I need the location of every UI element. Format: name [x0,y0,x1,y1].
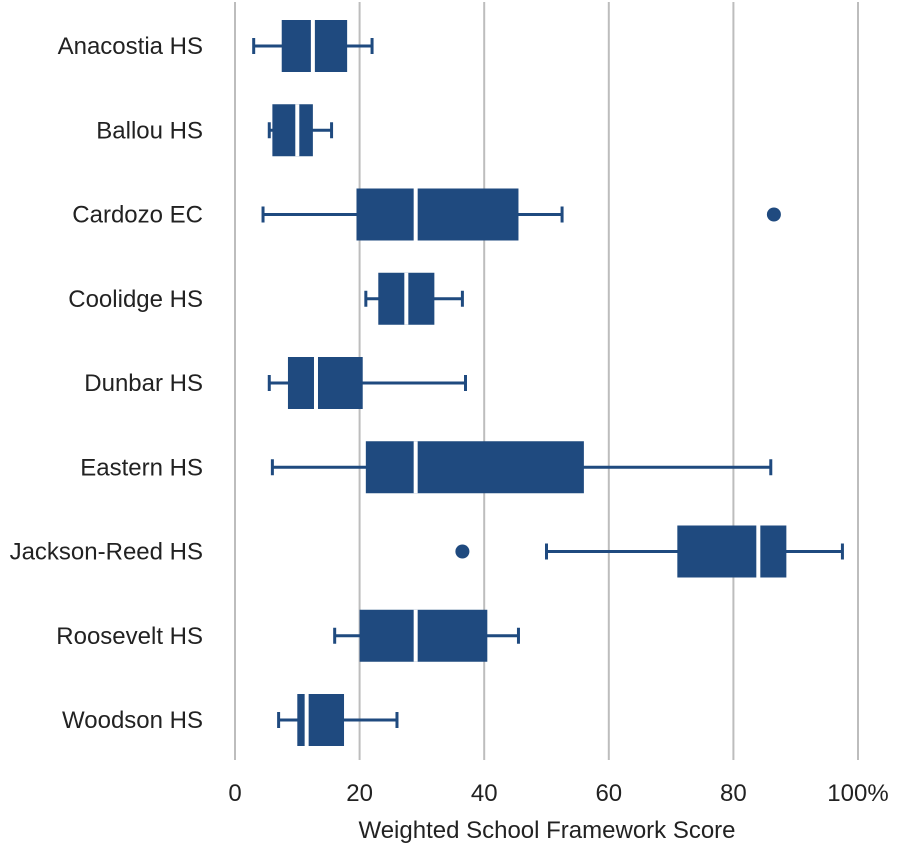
category-label: Coolidge HS [68,286,203,313]
x-axis-ticks: 0 20 40 60 80 100% [228,780,888,807]
category-label: Cardozo EC [72,202,203,229]
gridlines [234,2,859,760]
category-label: Dunbar HS [84,370,203,397]
box-group [252,20,374,72]
x-tick-label: 80 [720,780,747,807]
x-tick-label: 60 [595,780,622,807]
category-label: Jackson-Reed HS [10,539,203,566]
iqr-box [356,188,519,241]
iqr-box [365,441,584,494]
outlier-point [766,207,781,222]
category-label: Ballou HS [96,117,203,144]
iqr-box [287,357,363,409]
iqr-box [272,104,313,157]
category-label: Anacostia HS [58,33,203,60]
box-group [455,525,844,578]
box-group [267,104,334,157]
iqr-box [359,609,488,662]
box-group [333,609,520,662]
category-label: Roosevelt HS [56,623,203,650]
x-tick-label: 20 [346,780,373,807]
box-group [277,694,399,746]
iqr-box [297,694,345,746]
box-group [270,441,773,494]
category-labels: Anacostia HS Ballou HS Cardozo EC Coolidge … [10,33,203,734]
box-group [364,272,464,325]
box-group [267,357,468,409]
x-tick-label: 0 [228,780,241,807]
category-label: Eastern HS [80,454,203,481]
iqr-box [677,525,787,578]
category-label: Woodson HS [62,707,203,734]
boxes [252,20,844,746]
box-group [261,188,781,241]
outlier-point [455,544,470,559]
x-tick-label: 100% [827,780,888,807]
x-axis-title: Weighted School Framework Score [358,817,735,844]
x-tick-label: 40 [471,780,498,807]
